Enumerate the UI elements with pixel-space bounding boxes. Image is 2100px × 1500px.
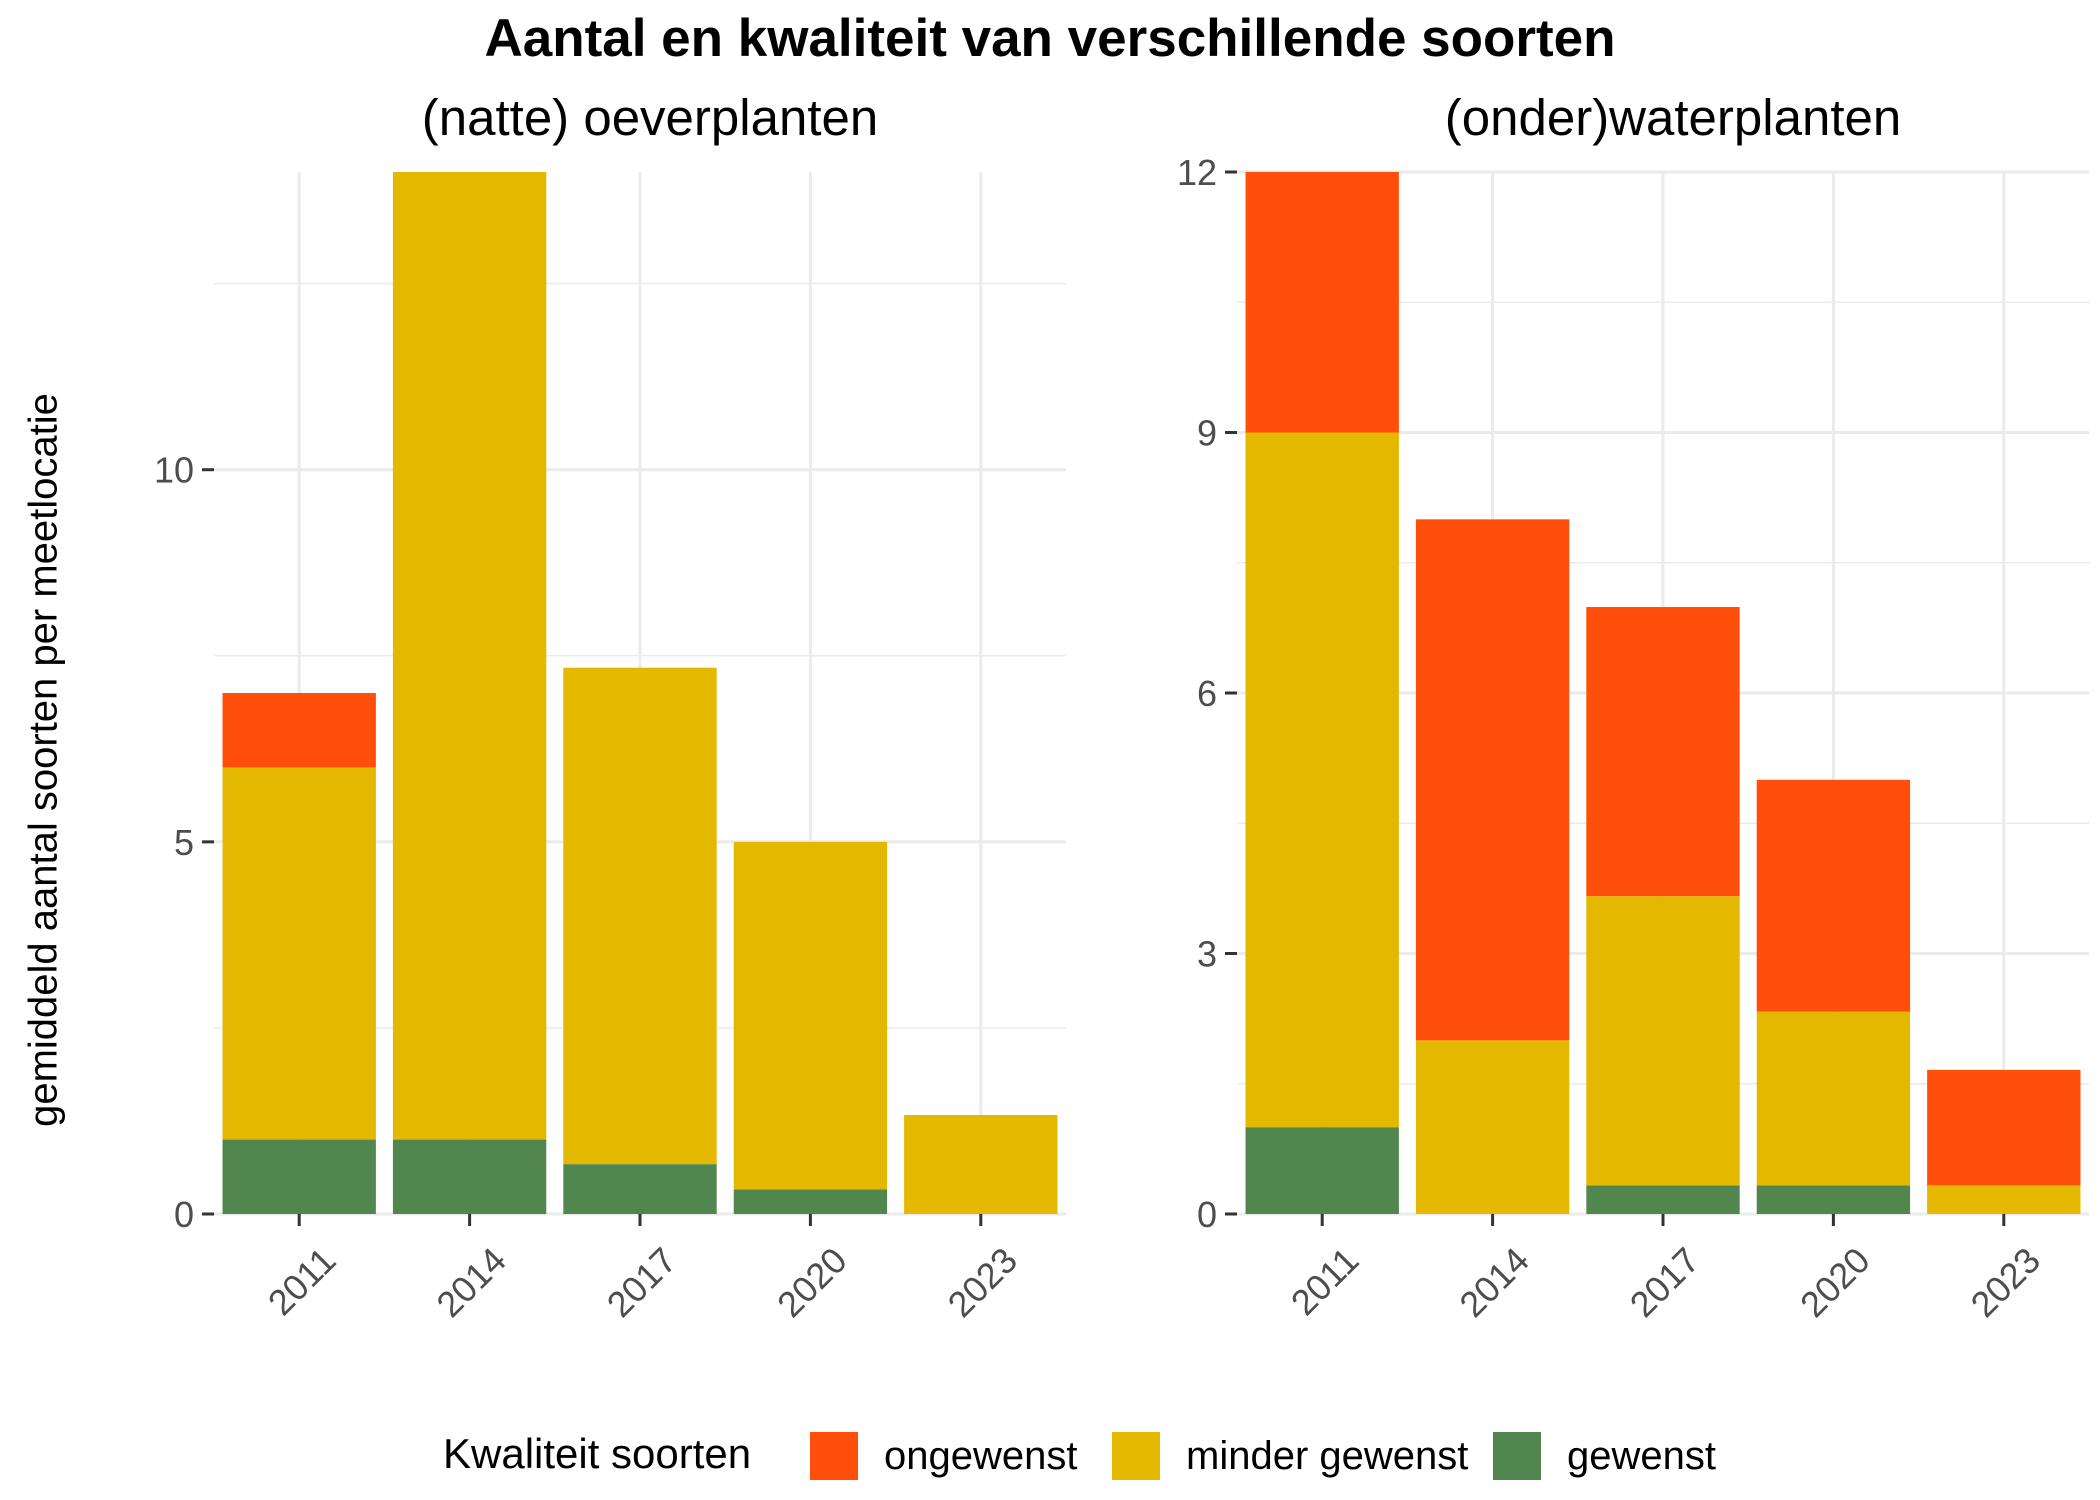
y-tick-label: 12 — [1177, 152, 1217, 193]
x-tick-label: 2020 — [1792, 1239, 1878, 1325]
y-tick-label: 6 — [1197, 673, 1217, 714]
panel-title-oeverplanten: (natte) oeverplanten — [421, 89, 879, 146]
legend-key-ongewenst — [810, 1432, 858, 1480]
x-tick-label: 2023 — [1963, 1239, 2049, 1325]
legend-key-minder-gewenst — [1112, 1432, 1160, 1480]
bar-gewenst-2011 — [222, 1139, 376, 1214]
bar-minder-gewenst-2011 — [222, 767, 376, 1140]
bar-gewenst-2014 — [392, 1139, 547, 1214]
bar-minder-gewenst-2014 — [1415, 1040, 1570, 1214]
legend: Kwaliteit soorten ongewenst minder gewen… — [0, 1430, 2100, 1490]
bar-gewenst-2011 — [1245, 1127, 1399, 1214]
x-tick-label: 2017 — [1622, 1239, 1708, 1325]
legend-label-ongewenst: ongewenst — [884, 1434, 1078, 1478]
bar-minder-gewenst-2023 — [904, 1115, 1058, 1214]
x-tick-label: 2017 — [599, 1239, 685, 1325]
legend-label-gewenst: gewenst — [1567, 1434, 1716, 1478]
bar-minder-gewenst-2011 — [1245, 432, 1399, 1128]
chart-title: Aantal en kwaliteit van verschillende so… — [484, 9, 1616, 68]
bar-gewenst-2017 — [1586, 1185, 1740, 1214]
x-tick-label: 2014 — [428, 1239, 514, 1325]
bar-gewenst-2017 — [563, 1164, 717, 1214]
bar-ongewenst-2011 — [1245, 172, 1399, 433]
bar-minder-gewenst-2014 — [392, 172, 547, 1140]
bar-ongewenst-2020 — [1756, 779, 1911, 1012]
legend-title: Kwaliteit soorten — [443, 1430, 752, 1477]
bar-ongewenst-2023 — [1927, 1069, 2081, 1186]
panel-title-waterplanten: (onder)waterplanten — [1444, 89, 1902, 146]
x-tick-label: 2014 — [1451, 1239, 1537, 1325]
bar-gewenst-2020 — [1756, 1185, 1911, 1214]
bar-ongewenst-2011 — [222, 693, 376, 768]
bar-ongewenst-2017 — [1586, 607, 1740, 897]
bar-gewenst-2020 — [733, 1189, 888, 1214]
y-tick-label: 0 — [1197, 1194, 1217, 1235]
bar-minder-gewenst-2020 — [733, 841, 888, 1190]
y-tick-label: 9 — [1197, 413, 1217, 454]
y-tick-label: 10 — [154, 450, 194, 491]
x-tick-label: 2023 — [940, 1239, 1026, 1325]
x-tick-label: 2020 — [769, 1239, 855, 1325]
bar-ongewenst-2014 — [1415, 519, 1570, 1041]
x-tick-label: 2011 — [260, 1239, 344, 1323]
x-tick-label: 2011 — [1283, 1239, 1367, 1323]
y-tick-label: 5 — [174, 822, 194, 863]
y-tick-label: 3 — [1197, 934, 1217, 975]
bar-minder-gewenst-2017 — [1586, 896, 1740, 1186]
bar-minder-gewenst-2017 — [563, 667, 717, 1165]
bar-minder-gewenst-2020 — [1756, 1011, 1911, 1186]
bar-minder-gewenst-2023 — [1927, 1185, 2081, 1214]
legend-key-gewenst — [1493, 1432, 1541, 1480]
y-tick-label: 0 — [174, 1194, 194, 1235]
legend-label-minder-gewenst: minder gewenst — [1186, 1434, 1469, 1478]
